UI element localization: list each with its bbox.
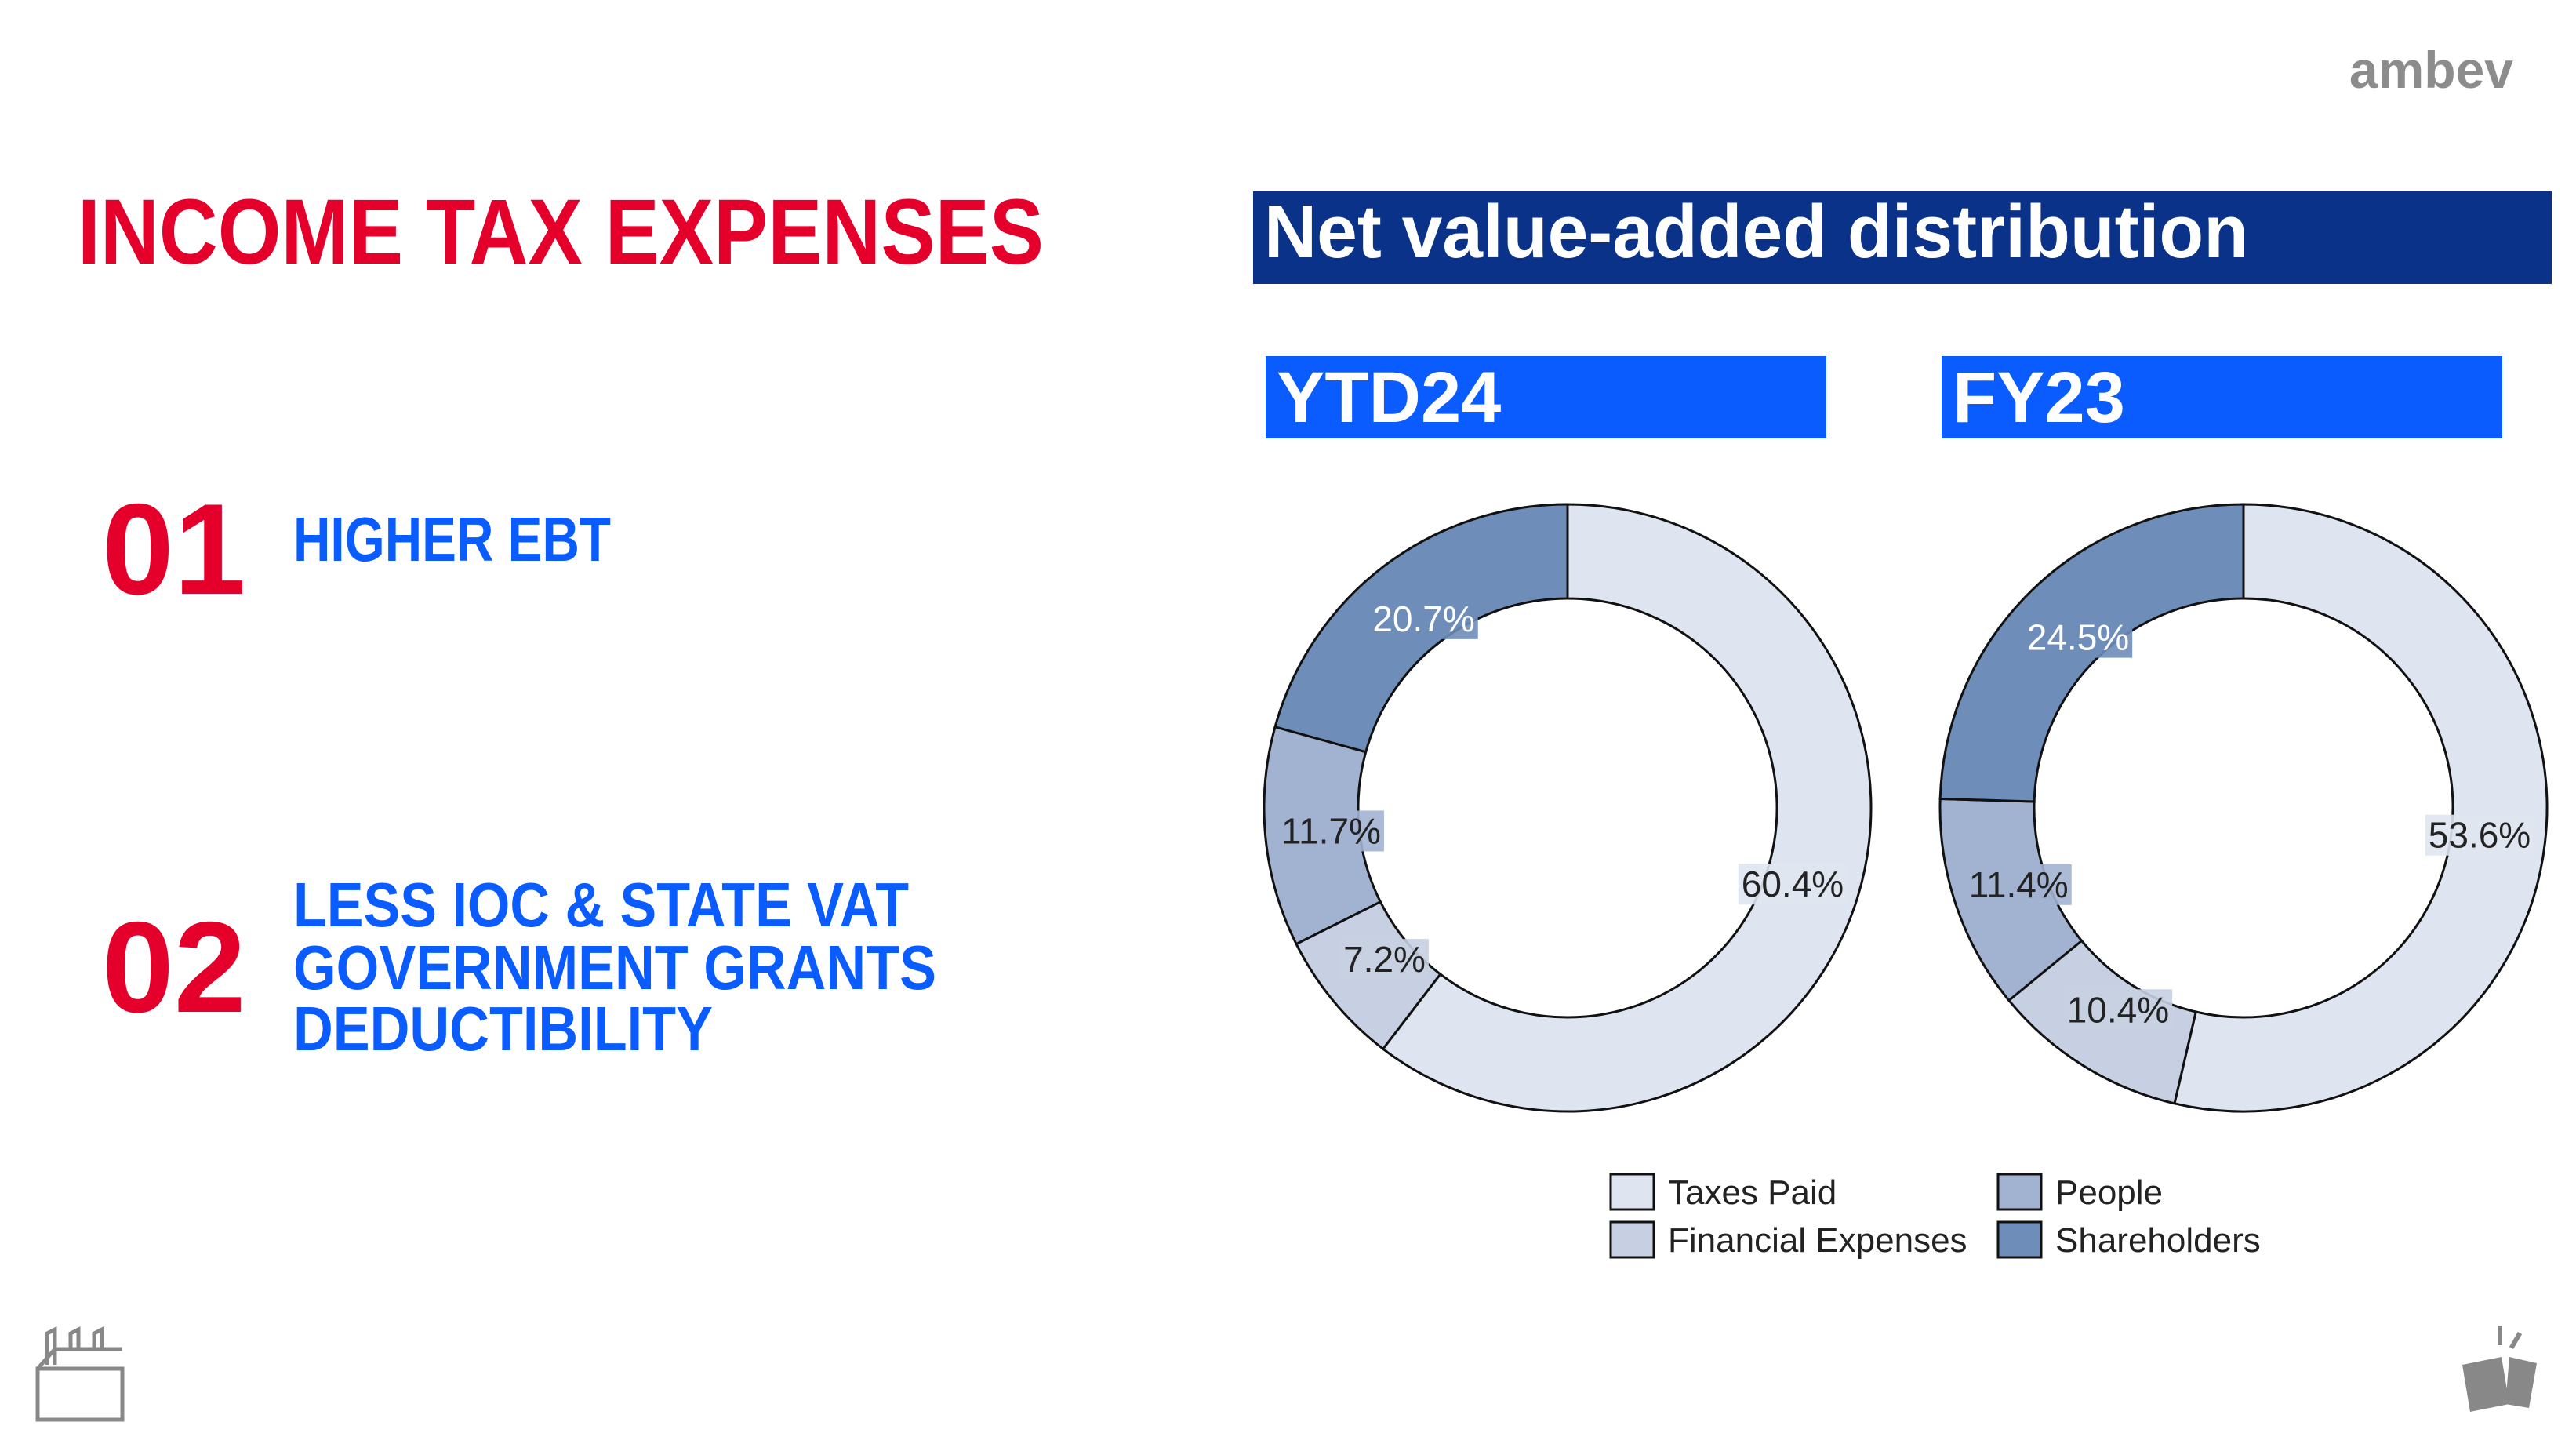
point-text: LESS IOC & STATE VAT: [293, 870, 909, 940]
legend-swatch: [1609, 1173, 1655, 1211]
value-label: 24.5%: [2027, 617, 2129, 658]
gift-icon: [2462, 1326, 2537, 1412]
value-label: 53.6%: [2429, 815, 2531, 856]
value-label: 7.2%: [1343, 939, 1426, 980]
panel-title: Net value-added distribution: [1264, 190, 2248, 274]
legend-label: Shareholders: [2055, 1221, 2261, 1260]
legend-label: Taxes Paid: [1668, 1173, 1837, 1212]
value-label: 20.7%: [1372, 598, 1474, 639]
point-number: 02: [102, 895, 246, 1039]
value-label-bg: [1340, 939, 1429, 980]
value-label-bg: [2063, 989, 2173, 1031]
chart-title: FY23: [1953, 358, 2125, 438]
donut-slice: [1381, 503, 1873, 1113]
point-text: HIGHER EBT: [293, 504, 611, 574]
value-label-bg: [1965, 864, 2072, 905]
legend-label: People: [2055, 1173, 2163, 1212]
page-title: INCOME TAX EXPENSES: [78, 180, 1044, 284]
value-label-bg: [1277, 810, 1384, 852]
value-label: 11.4%: [1969, 864, 2069, 905]
value-label-bg: [1738, 864, 1848, 905]
chart-title: YTD24: [1277, 358, 1501, 438]
value-label: 11.7%: [1281, 810, 1381, 851]
value-label-bg: [1369, 598, 1478, 639]
legend-swatch: [1996, 1173, 2043, 1211]
donut-slice: [2173, 503, 2549, 1113]
value-label: 10.4%: [2067, 989, 2169, 1030]
chart-title-box: [1942, 356, 2502, 438]
value-label-bg: [2425, 814, 2534, 856]
point-text: GOVERNMENT GRANTS: [293, 933, 936, 1002]
value-label-bg: [2023, 617, 2133, 658]
legend-swatch: [1996, 1220, 2043, 1259]
legend-label: Financial Expenses: [1668, 1221, 1967, 1260]
logo: ambev: [2349, 41, 2513, 99]
value-label: 60.4%: [1742, 864, 1844, 904]
legend-swatch: [1609, 1220, 1655, 1259]
crate-icon: [35, 1326, 125, 1422]
chart-title-box: [1266, 356, 1826, 438]
point-text: DEDUCTIBILITY: [293, 994, 713, 1064]
panel-header: [1253, 191, 2552, 284]
point-number: 01: [102, 477, 246, 621]
